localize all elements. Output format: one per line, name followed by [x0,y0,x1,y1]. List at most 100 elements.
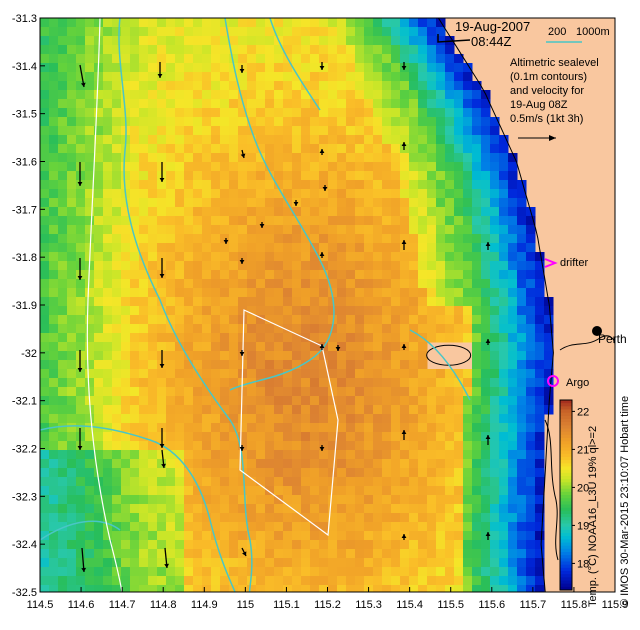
sst-pixel [310,477,320,487]
x-tick-label: 114.8 [150,599,177,611]
sst-pixel [175,126,185,136]
sst-pixel [112,54,122,64]
sst-pixel [238,270,248,280]
sst-pixel [526,531,536,541]
sst-pixel [310,189,320,199]
sst-pixel [202,171,212,181]
sst-pixel [454,297,464,307]
sst-pixel [256,567,266,577]
sst-pixel [220,522,230,532]
sst-pixel [265,162,275,172]
sst-pixel [283,432,293,442]
sst-pixel [328,585,338,592]
sst-pixel [94,585,104,592]
sst-pixel [184,495,194,505]
sst-pixel [472,126,482,136]
sst-pixel [274,117,284,127]
sst-pixel [535,297,545,307]
sst-pixel [112,558,122,568]
sst-pixel [85,279,95,289]
sst-pixel [130,45,140,55]
sst-pixel [544,324,554,334]
sst-pixel [211,432,221,442]
sst-pixel [58,423,68,433]
sst-pixel [130,108,140,118]
sst-pixel [499,558,509,568]
sst-pixel [427,306,437,316]
sst-pixel [292,486,302,496]
sst-pixel [436,126,446,136]
sst-pixel [220,270,230,280]
sst-pixel [103,108,113,118]
sst-pixel [121,90,131,100]
sst-pixel [238,171,248,181]
sst-pixel [85,288,95,298]
colorbar-step [560,415,572,420]
sst-pixel [40,108,50,118]
sst-pixel [202,243,212,253]
sst-pixel [391,324,401,334]
sst-pixel [463,477,473,487]
sst-pixel [364,351,374,361]
sst-pixel [157,342,167,352]
sst-pixel [103,387,113,397]
sst-pixel [121,441,131,451]
sst-pixel [76,252,86,262]
sst-pixel [85,27,95,37]
sst-pixel [409,63,419,73]
sst-pixel [427,315,437,325]
colorbar-tick-label: 18 [577,558,589,570]
sst-pixel [472,351,482,361]
sst-pixel [400,378,410,388]
sst-pixel [247,306,257,316]
sst-pixel [283,189,293,199]
sst-pixel [85,558,95,568]
sst-pixel [319,324,329,334]
sst-pixel [382,81,392,91]
sst-pixel [256,414,266,424]
sst-pixel [130,207,140,217]
sst-pixel [436,495,446,505]
sst-pixel [346,333,356,343]
sst-pixel [517,396,527,406]
velocity-arrow [77,162,83,186]
sst-pixel [121,288,131,298]
sst-pixel [337,486,347,496]
sst-pixel [328,567,338,577]
sst-pixel [85,225,95,235]
sst-pixel [139,252,149,262]
sst-pixel [58,90,68,100]
sst-pixel [472,81,482,91]
sst-pixel [517,189,527,199]
sst-pixel [391,270,401,280]
sst-pixel [265,297,275,307]
sst-pixel [337,315,347,325]
sst-pixel [94,576,104,586]
sst-pixel [310,531,320,541]
sst-pixel [112,315,122,325]
sst-pixel [292,54,302,64]
sst-pixel [148,234,158,244]
sst-pixel [265,171,275,181]
sst-pixel [220,135,230,145]
sst-pixel [319,585,329,592]
sst-pixel [400,486,410,496]
perth-marker: Perth [592,326,627,346]
sst-pixel [517,450,527,460]
sst-pixel [211,405,221,415]
sst-pixel [292,180,302,190]
sst-pixel [337,99,347,109]
sst-pixel [49,153,59,163]
velocity-arrow [159,258,165,278]
sst-pixel [40,405,50,415]
sst-pixel [139,45,149,55]
sst-pixel [409,351,419,361]
sst-pixel [391,513,401,523]
sst-pixel [301,153,311,163]
sst-pixel [472,288,482,298]
sst-pixel [310,423,320,433]
sst-pixel [139,549,149,559]
sst-pixel [256,198,266,208]
sst-pixel [328,63,338,73]
sst-pixel [76,189,86,199]
